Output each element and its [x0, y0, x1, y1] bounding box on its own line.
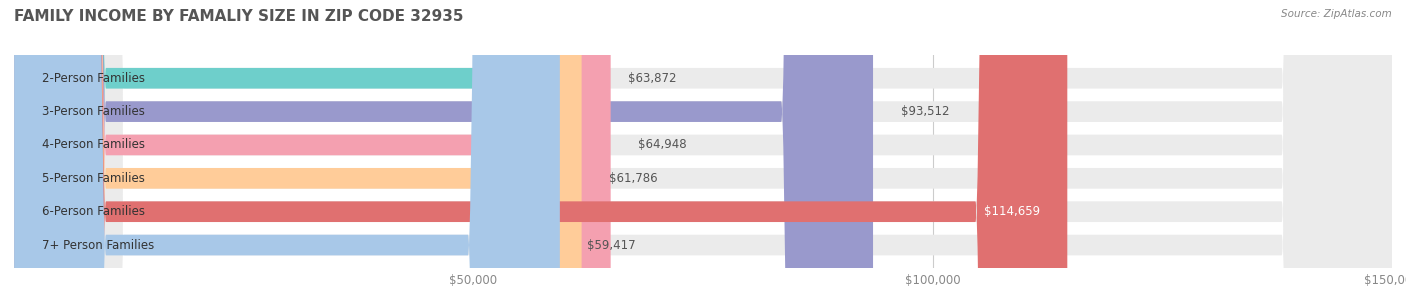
Text: $93,512: $93,512 — [901, 105, 949, 118]
FancyBboxPatch shape — [14, 0, 600, 305]
FancyBboxPatch shape — [14, 0, 1392, 305]
FancyBboxPatch shape — [14, 0, 582, 305]
FancyBboxPatch shape — [14, 0, 1392, 305]
Text: 7+ Person Families: 7+ Person Families — [42, 239, 153, 252]
Text: $63,872: $63,872 — [628, 72, 676, 85]
Text: 5-Person Families: 5-Person Families — [42, 172, 145, 185]
FancyBboxPatch shape — [14, 0, 1392, 305]
Text: $61,786: $61,786 — [609, 172, 658, 185]
Text: $114,659: $114,659 — [984, 205, 1040, 218]
FancyBboxPatch shape — [14, 0, 1392, 305]
Text: 2-Person Families: 2-Person Families — [42, 72, 145, 85]
FancyBboxPatch shape — [14, 0, 610, 305]
Text: 6-Person Families: 6-Person Families — [42, 205, 145, 218]
Text: 3-Person Families: 3-Person Families — [42, 105, 145, 118]
Text: 4-Person Families: 4-Person Families — [42, 138, 145, 152]
Text: FAMILY INCOME BY FAMALIY SIZE IN ZIP CODE 32935: FAMILY INCOME BY FAMALIY SIZE IN ZIP COD… — [14, 9, 464, 24]
FancyBboxPatch shape — [14, 0, 1392, 305]
FancyBboxPatch shape — [14, 0, 1392, 305]
Text: Source: ZipAtlas.com: Source: ZipAtlas.com — [1281, 9, 1392, 19]
FancyBboxPatch shape — [14, 0, 560, 305]
Text: $64,948: $64,948 — [638, 138, 688, 152]
FancyBboxPatch shape — [14, 0, 1067, 305]
FancyBboxPatch shape — [14, 0, 873, 305]
Text: $59,417: $59,417 — [588, 239, 636, 252]
